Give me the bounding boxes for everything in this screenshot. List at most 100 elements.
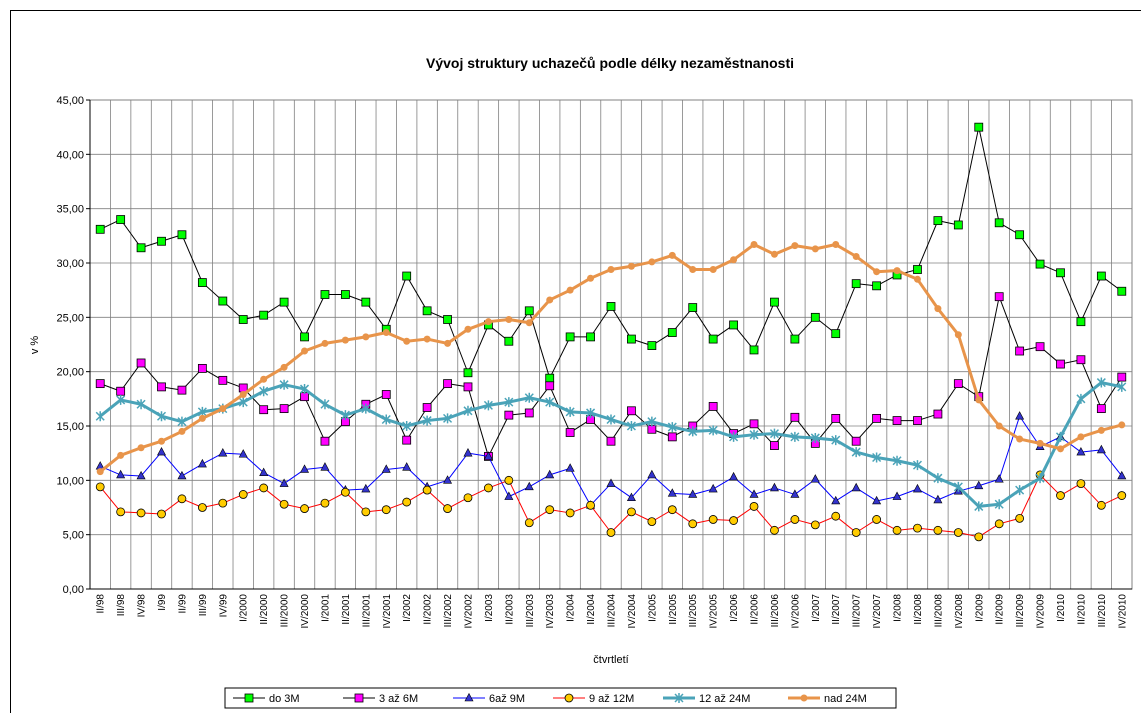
plot-area [90, 100, 1132, 589]
marker [689, 304, 697, 312]
marker [934, 305, 941, 312]
marker [280, 298, 288, 306]
marker [260, 406, 268, 414]
marker [832, 414, 840, 422]
marker [975, 533, 983, 541]
x-tick-label: II/2001 [341, 594, 352, 625]
marker [1036, 260, 1044, 268]
marker [321, 437, 329, 445]
marker [1056, 492, 1064, 500]
chart-title: Vývoj struktury uchazečů podle délky nez… [426, 55, 794, 71]
marker [853, 253, 860, 260]
x-tick-label: IV/2010 [1117, 594, 1128, 629]
legend-label: 12 až 24M [699, 693, 750, 705]
marker [668, 506, 676, 514]
marker [913, 524, 921, 532]
marker [770, 298, 778, 306]
marker [383, 329, 390, 336]
marker [138, 444, 145, 451]
marker [199, 415, 206, 422]
marker [791, 515, 799, 523]
marker [158, 383, 166, 391]
x-tick-label: III/2010 [1097, 594, 1108, 628]
marker [954, 528, 962, 536]
marker [525, 307, 533, 315]
marker [832, 330, 840, 338]
marker [668, 433, 676, 441]
marker [444, 380, 452, 388]
marker [1016, 231, 1024, 239]
marker [934, 526, 942, 534]
marker [975, 396, 982, 403]
marker [117, 387, 125, 395]
marker [914, 276, 921, 283]
x-tick-label: I/2001 [320, 594, 331, 622]
x-axis-label: čtvrtletí [593, 654, 628, 666]
marker [1057, 445, 1064, 452]
marker [464, 369, 472, 377]
marker [525, 409, 533, 417]
marker [525, 519, 533, 527]
x-tick-label: IV/98 [137, 594, 148, 618]
x-tick-label: IV/2002 [463, 594, 474, 629]
marker [546, 506, 554, 514]
x-tick-label: IV/2006 [790, 594, 801, 629]
marker [934, 410, 942, 418]
marker [158, 237, 166, 245]
legend-label: do 3M [269, 693, 300, 705]
x-tick-label: II/98 [96, 594, 107, 614]
x-tick-label: III/2004 [607, 594, 618, 628]
marker [791, 413, 799, 421]
marker [219, 376, 227, 384]
marker [505, 411, 513, 419]
marker [627, 335, 635, 343]
marker [1016, 347, 1024, 355]
y-tick-label: 40,00 [56, 149, 84, 161]
marker [239, 316, 247, 324]
marker [546, 382, 554, 390]
marker [546, 374, 554, 382]
marker [770, 442, 778, 450]
marker [566, 429, 574, 437]
y-tick-label: 5,00 [63, 530, 84, 542]
marker [954, 380, 962, 388]
marker [117, 452, 124, 459]
marker [995, 293, 1003, 301]
y-tick-label: 25,00 [56, 312, 84, 324]
marker [137, 509, 145, 517]
marker [709, 402, 717, 410]
marker [424, 336, 431, 343]
marker [1118, 421, 1125, 428]
marker [423, 486, 431, 494]
x-tick-label: I/2008 [893, 594, 904, 622]
x-tick-label: I/2005 [647, 594, 658, 622]
x-tick-label: IV/2003 [545, 594, 556, 629]
marker [444, 340, 451, 347]
x-tick-label: II/2006 [750, 594, 761, 625]
marker [1118, 373, 1126, 381]
x-tick-label: IV/2005 [709, 594, 720, 629]
marker [954, 221, 962, 229]
x-tick-label: I/2010 [1056, 594, 1067, 622]
marker [975, 123, 983, 131]
marker [219, 297, 227, 305]
marker [750, 420, 758, 428]
marker [355, 694, 363, 702]
marker [219, 405, 226, 412]
marker [751, 241, 758, 248]
marker [485, 318, 492, 325]
marker [607, 302, 615, 310]
x-tick-label: IV/2008 [954, 594, 965, 629]
marker [852, 437, 860, 445]
marker [750, 502, 758, 510]
marker [423, 404, 431, 412]
marker [403, 338, 410, 345]
x-tick-label: III/2002 [443, 594, 454, 628]
marker [995, 520, 1003, 528]
marker [321, 291, 329, 299]
marker [96, 483, 104, 491]
marker [444, 316, 452, 324]
y-tick-label: 45,00 [56, 95, 84, 107]
marker [730, 321, 738, 329]
